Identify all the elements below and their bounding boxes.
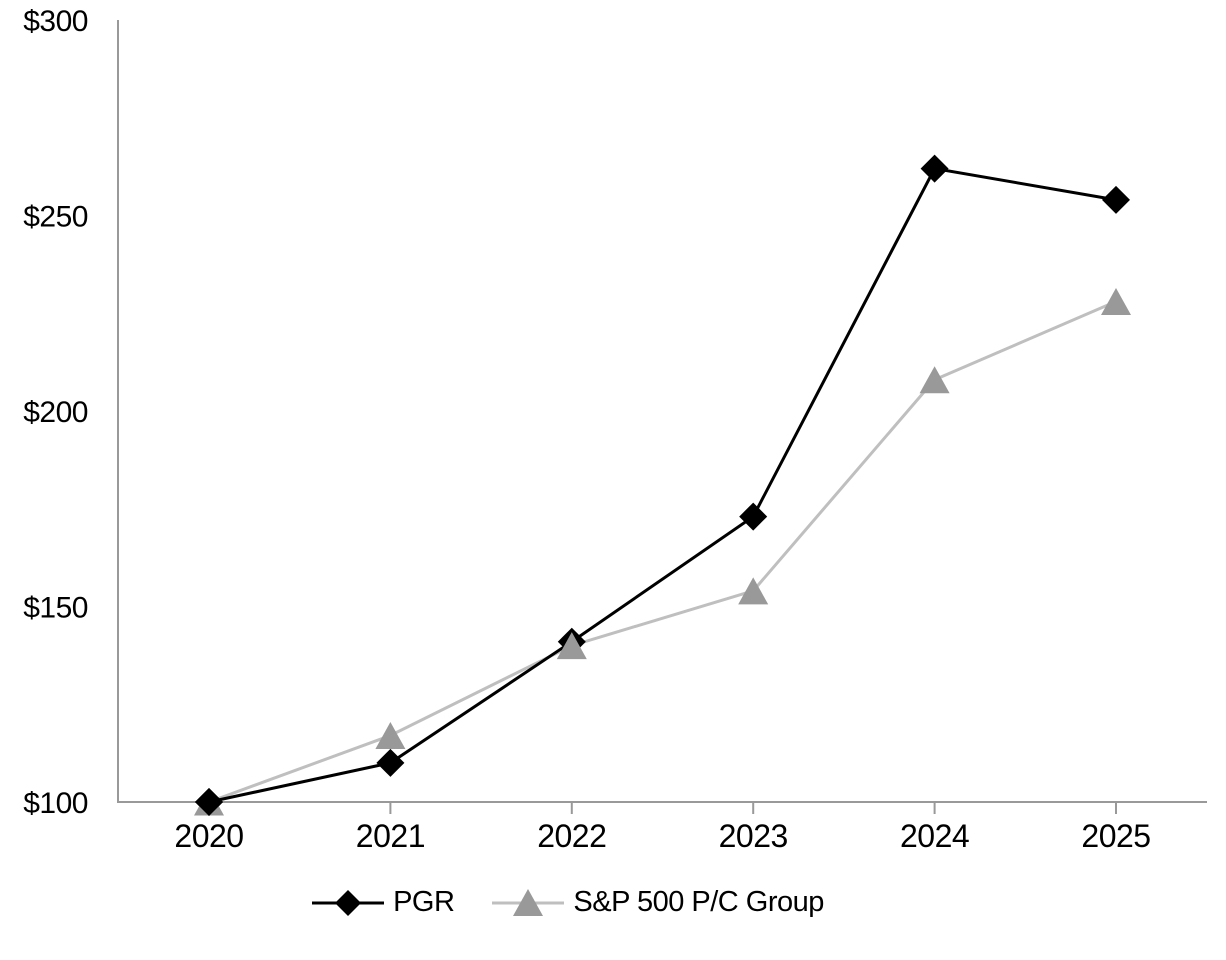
legend-item-pgr: PGR [312,886,455,919]
chart-legend: PGR S&P 500 P/C Group [0,886,1181,919]
sp500-series-line [208,300,1117,804]
pgr-data-point-marker [1102,185,1130,214]
y-axis-tick-label: $100 [23,787,88,820]
x-axis-tick-label: 2022 [537,818,606,854]
y-axis-tick-label: $250 [23,201,88,234]
x-axis-tick-label: 2021 [356,818,425,854]
sp500-data-point-marker [919,366,950,394]
x-axis-tick-label: 2023 [719,818,788,854]
sp500-data-point-marker [1101,288,1131,316]
pgr-data-point-marker [195,788,223,816]
y-axis-tick-label: $150 [23,592,88,625]
pgr-legend-diamond-icon [335,889,362,916]
x-axis-tick-label: 2024 [900,818,969,854]
sp500-legend-triangle-icon [513,888,544,916]
sp500-data-point-marker [738,577,769,605]
line-chart-canvas: $100 $150 $200 $250 $300 2020 2021 2022 2023 2024… [23,5,1207,854]
y-axis-tick-label: $200 [23,396,88,429]
pgr-line-diamond-swatch [312,889,385,916]
pgr-data-point-marker [739,502,768,531]
legend-item-sp500-pc-group: S&P 500 P/C Group [492,886,824,919]
legend-label-sp500-pc-group: S&P 500 P/C Group [573,886,824,918]
x-axis-tick-label: 2025 [1081,818,1150,854]
legend-label-pgr: PGR [393,886,455,918]
x-axis-tick-label: 2020 [174,818,243,854]
pgr-series-line [208,166,1117,804]
sp500-line-triangle-swatch [492,888,565,916]
pgr-data-point-marker [920,154,949,183]
sp500-data-point-marker [375,722,406,750]
pgr-data-point-marker [376,748,405,777]
y-axis-tick-label: $300 [23,5,88,38]
sp500-data-point-marker [556,632,587,660]
